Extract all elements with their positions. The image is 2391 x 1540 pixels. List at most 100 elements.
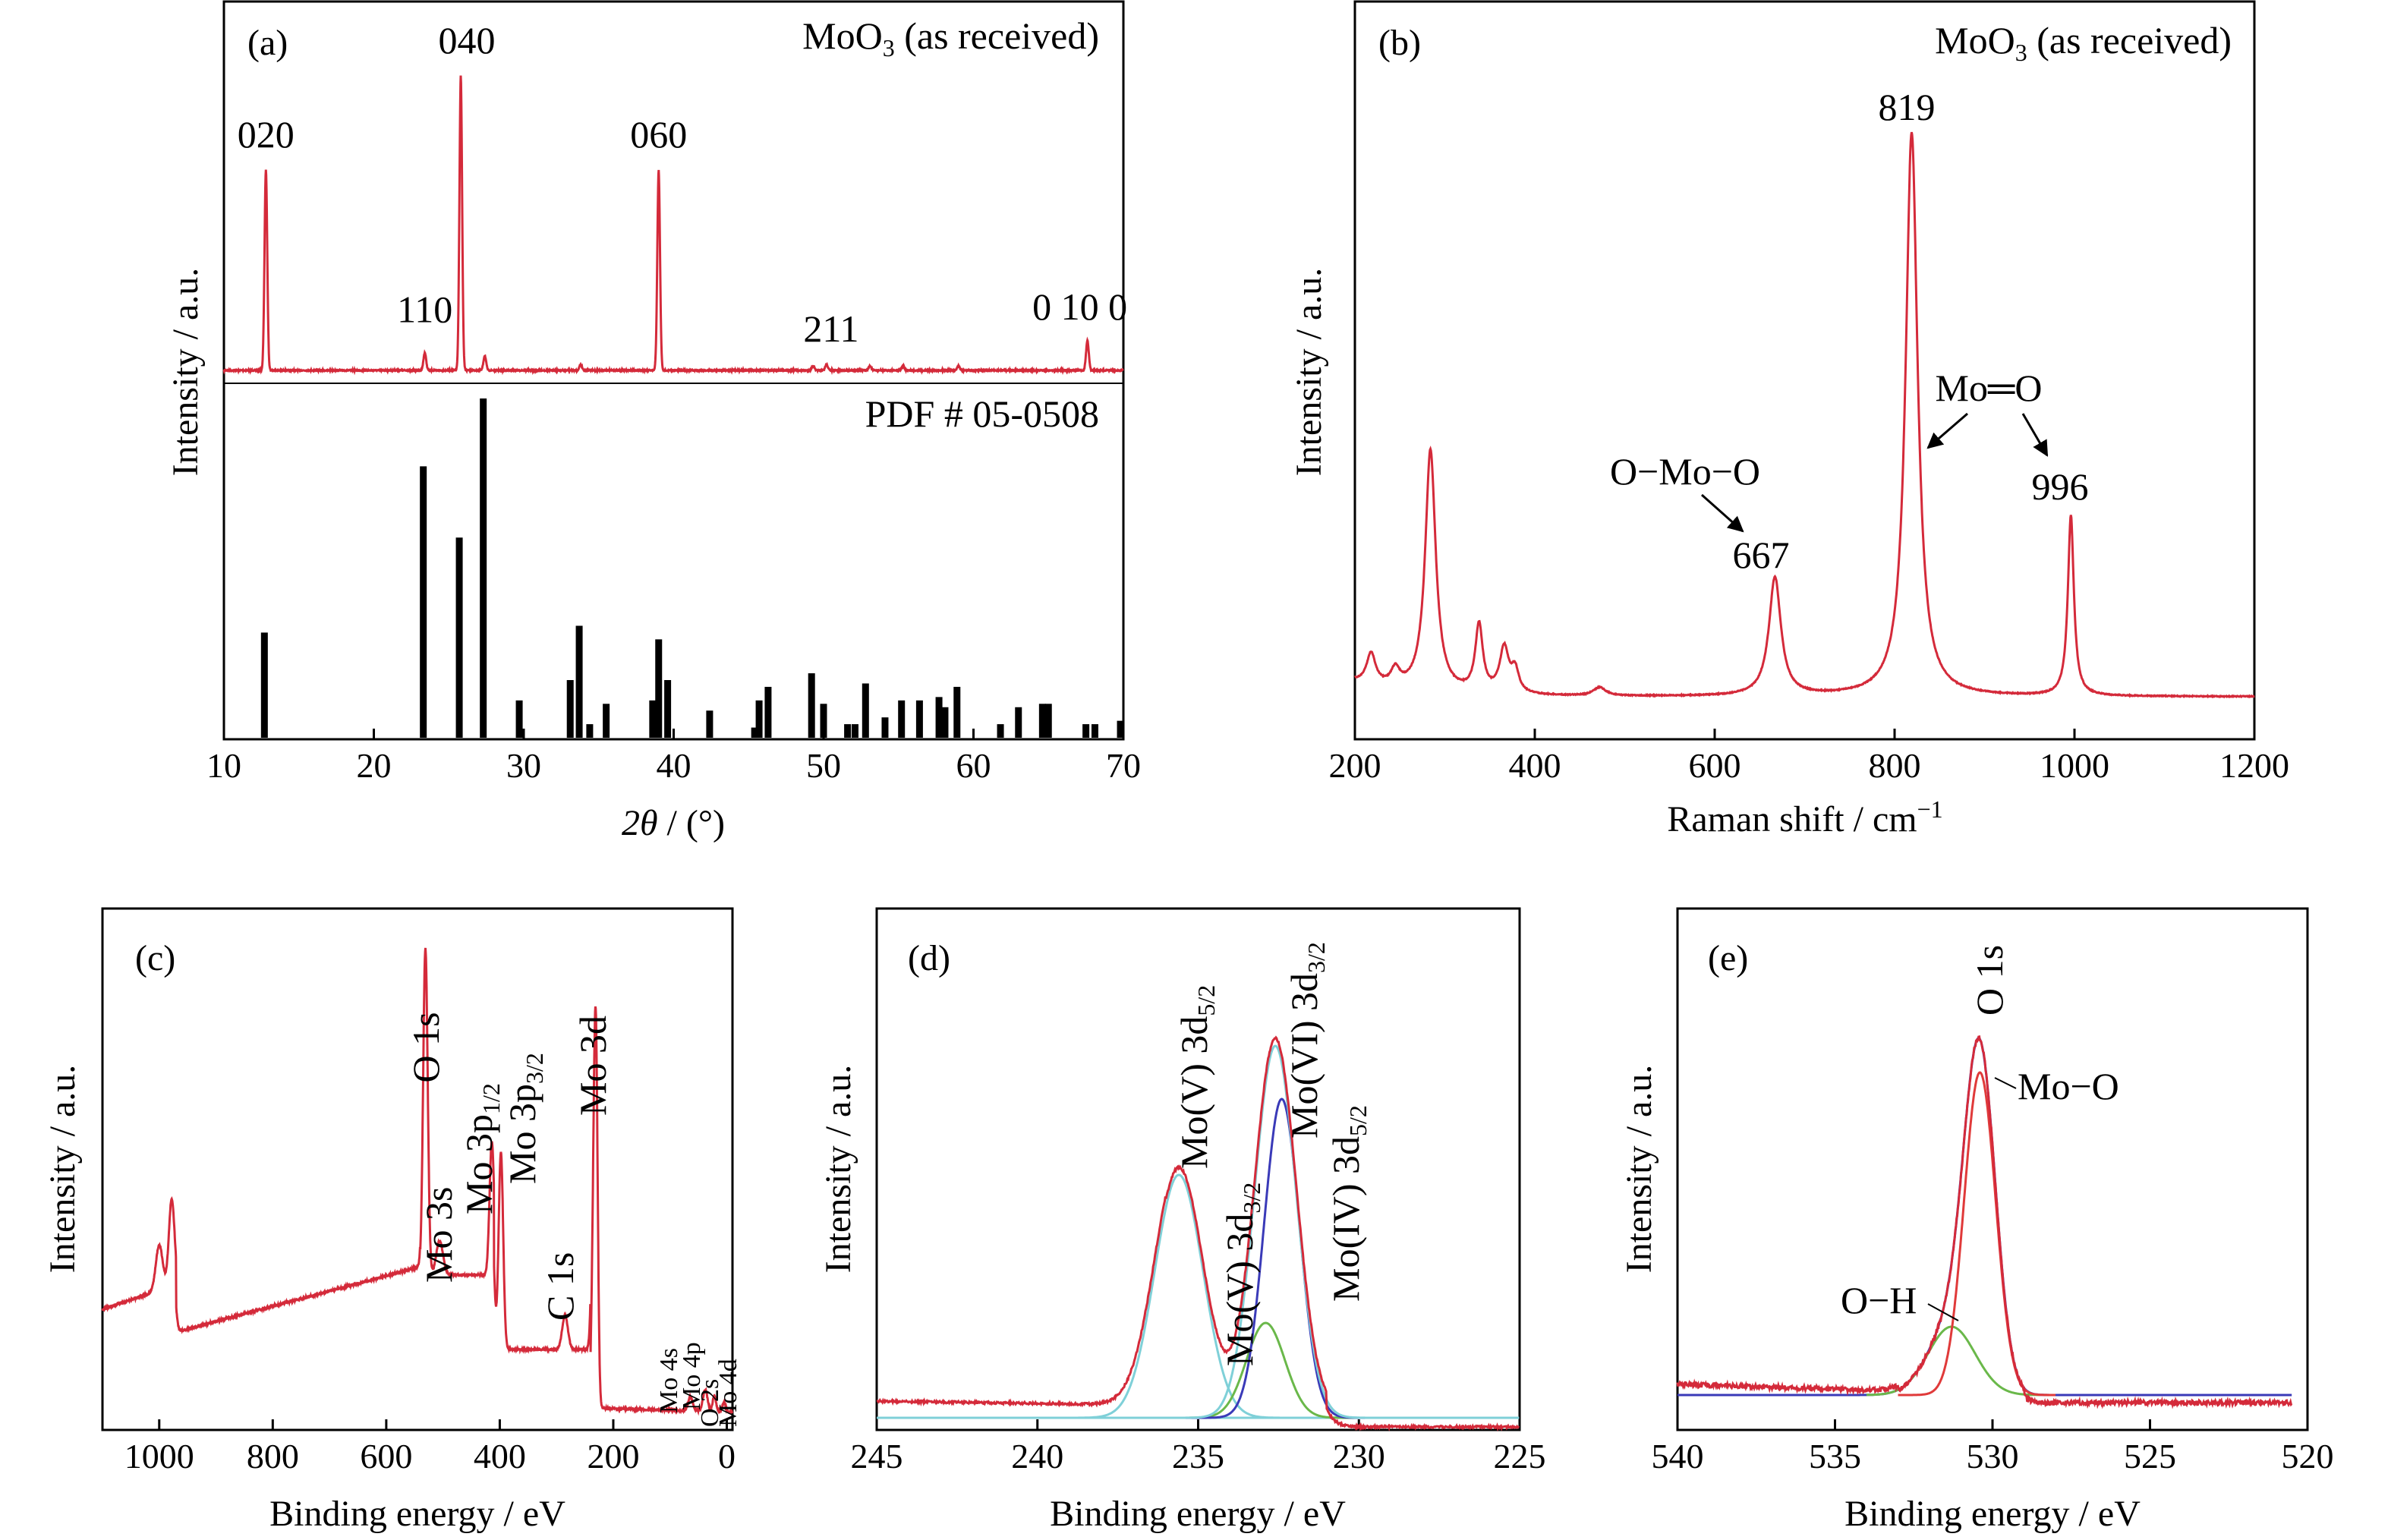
panel-c-xtick-label: 800 [247, 1437, 299, 1475]
xrd-peak-label: 040 [439, 19, 496, 61]
xrd-peak-labels: 020 110 040 060 211 0 10 0 [238, 19, 1127, 350]
panel-b-xticks: 200 400 600 800 1000 1200 [1329, 729, 2289, 785]
panel-a-xticks: 10 20 30 40 50 60 70 [206, 729, 1141, 785]
o1s-moo-label: Mo−O [2018, 1065, 2119, 1107]
panel-a-xtick-label: 70 [1106, 746, 1141, 785]
xrd-reference-bar [1082, 724, 1090, 738]
mo3d-moiv52-label: Mo(IV) 3d5/2 [1325, 1105, 1372, 1302]
xrd-reference-label: PDF # 05-0508 [865, 392, 1099, 435]
raman-arrow-667 [1701, 493, 1744, 533]
o1s-measured-curve [1676, 1035, 2293, 1409]
panel-d-label: (d) [908, 938, 950, 978]
panel-b-xtick-label: 1200 [2219, 746, 2289, 785]
o1s-oh-leader [1927, 1303, 1959, 1321]
raman-996-label: 996 [2032, 465, 2089, 508]
panel-c-xlabel: Binding energy / eV [269, 1494, 565, 1534]
xrd-reference-bar [844, 724, 852, 738]
mo3d-mov52-label: Mo(V) 3d5/2 [1173, 985, 1220, 1169]
panel-e-o1s: 540 535 530 525 520 (e) O 1s Mo−O O−H Intens… [1619, 907, 2334, 1534]
panel-c-label: (c) [135, 938, 175, 978]
xrd-reference-bar [1015, 707, 1022, 738]
xrd-reference-bar [808, 673, 815, 738]
xrd-reference-bar [706, 710, 714, 738]
panel-b-xtick-label: 400 [1509, 746, 1561, 785]
panel-d-xtick-label: 235 [1172, 1437, 1224, 1475]
panel-b-frame [1353, 0, 2256, 741]
panel-a-xtick-label: 40 [657, 746, 691, 785]
mo3d-movi32-label: Mo(VI) 3d3/2 [1283, 942, 1330, 1138]
xrd-reference-bar [655, 639, 663, 738]
survey-mo3d-label: Mo 3d [572, 1016, 614, 1116]
panel-a-xtick-label: 30 [506, 746, 541, 785]
panel-e-xtick-label: 525 [2124, 1437, 2176, 1475]
panel-d-xtick-label: 240 [1011, 1437, 1063, 1475]
panel-c-xtick-label: 400 [474, 1437, 526, 1475]
survey-mo3p12-label: Mo 3p1/2 [458, 1083, 505, 1214]
o1s-component-moo [1898, 1071, 2056, 1397]
panel-d-xtick-label: 245 [851, 1437, 903, 1475]
raman-sample-label: MoO3 (as received) [1935, 19, 2232, 66]
panel-c-xticks: 1000 800 600 400 200 0 [124, 1419, 736, 1475]
o1s-moo-leader [1994, 1077, 2017, 1089]
raman-omoo-label: O−Mo−O [1610, 450, 1760, 493]
xrd-reference-bar [480, 398, 487, 738]
xrd-reference-bar [751, 727, 758, 738]
panel-a-xlabel: 2θ / (°) [622, 803, 725, 843]
xrd-peak-label: 211 [803, 307, 858, 350]
panel-c-xtick-label: 600 [360, 1437, 412, 1475]
panel-e-ylabel: Intensity / a.u. [1619, 1065, 1659, 1274]
raman-curve [1354, 131, 2255, 699]
xrd-reference-bar [764, 686, 772, 738]
xrd-peak-label: 110 [397, 288, 452, 331]
raman-moo-label: Mo═O [1936, 367, 2043, 409]
panel-c-xtick-label: 1000 [124, 1437, 194, 1475]
panel-a-xtick-label: 10 [206, 746, 241, 785]
survey-mo3p32-label: Mo 3p3/2 [501, 1053, 548, 1184]
mo3d-component-mov52 [877, 1173, 1520, 1419]
panel-e-xticks: 540 535 530 525 520 [1652, 1419, 2334, 1475]
survey-c1s-label: C 1s [539, 1252, 581, 1321]
xrd-reference-bar [566, 680, 574, 738]
xrd-reference-bar [515, 700, 523, 738]
xrd-peak-label: 0 10 0 [1032, 285, 1127, 328]
o1s-peak-label: O 1s [1968, 945, 2011, 1016]
survey-o2s-label: O 2s [696, 1379, 724, 1427]
xrd-peak-label: 060 [630, 113, 687, 156]
panel-c-xtick-label: 0 [718, 1437, 736, 1475]
xrd-reference-bar [953, 686, 961, 738]
panel-b-label: (b) [1378, 23, 1421, 63]
xrd-reference-bar [941, 707, 949, 738]
xrd-reference-bar [664, 680, 672, 738]
panel-c-xtick-label: 200 [587, 1437, 639, 1475]
mo3d-measured-curve [876, 1035, 1520, 1432]
panel-d-xtick-label: 225 [1494, 1437, 1546, 1475]
panel-b-xtick-label: 1000 [2040, 746, 2109, 785]
panel-b-xlabel: Raman shift / cm−1 [1667, 795, 1942, 839]
xrd-peak-label: 020 [238, 113, 295, 156]
panel-d-mo3d: 245 240 235 230 225 (d) Mo(V) 3d5/2 Mo(V) 3d… [818, 907, 1546, 1534]
xrd-reference-bar [820, 704, 827, 738]
xrd-reference-bar [851, 724, 858, 738]
panel-b-xtick-label: 200 [1329, 746, 1381, 785]
raman-arrow-819 [1926, 412, 1968, 449]
xrd-reference-bar [755, 700, 763, 738]
panel-e-xtick-label: 530 [1967, 1437, 2019, 1475]
panel-e-xtick-label: 520 [2282, 1437, 2334, 1475]
survey-mo3s-label: Mo 3s [417, 1187, 460, 1283]
panel-a-xrd: 10 20 30 40 50 60 70 020 110 040 060 211 0 10 0 (a)… [165, 0, 1141, 843]
xrd-reference-bar [1038, 704, 1046, 738]
panel-b-xtick-label: 600 [1689, 746, 1741, 785]
survey-mo4s-label: Mo 4s [655, 1348, 683, 1413]
panel-d-xlabel: Binding energy / eV [1050, 1494, 1346, 1534]
panel-e-xtick-label: 540 [1652, 1437, 1704, 1475]
xrd-reference-bar [1091, 724, 1098, 738]
xrd-reference-bar [997, 724, 1004, 738]
mo3d-component-movi32 [877, 1044, 1520, 1419]
xrd-reference-bar [455, 537, 463, 738]
panel-d-ylabel: Intensity / a.u. [818, 1065, 858, 1274]
xrd-sample-label: MoO3 (as received) [802, 14, 1099, 61]
xrd-reference-bar [1044, 704, 1052, 738]
xrd-reference-bar [1117, 720, 1124, 738]
panel-d-xtick-label: 230 [1333, 1437, 1385, 1475]
panel-a-xtick-label: 50 [806, 746, 841, 785]
